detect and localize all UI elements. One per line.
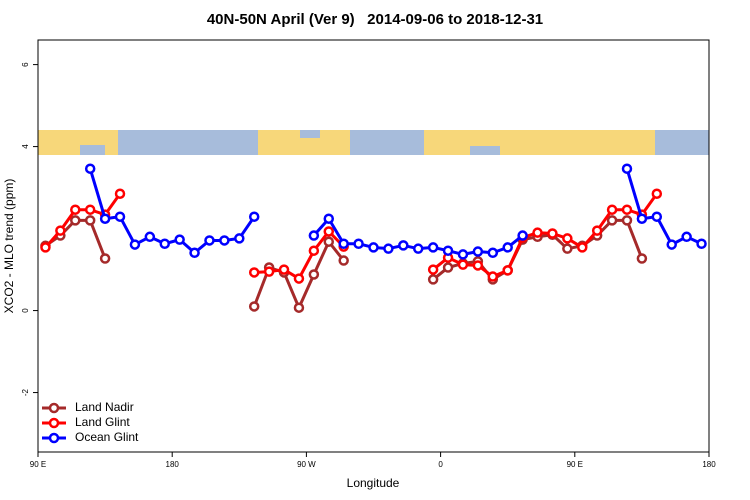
map-strip [38,130,709,155]
data-point [368,242,379,253]
data-point [189,247,200,259]
x-tick-label: 90 E [567,460,583,469]
data-point [248,301,260,312]
chart-title: 40N-50N April (Ver 9) 2014-09-06 to 2018… [207,11,543,28]
data-point [442,245,454,256]
data-point [248,211,260,222]
legend-label: Land Glint [75,415,130,429]
data-point [427,274,439,285]
data-point [621,204,633,215]
x-tick-label: 180 [166,460,180,469]
data-point [308,245,320,256]
data-point [55,225,66,236]
legend-label: Land Nadir [75,400,134,414]
data-point [234,233,245,244]
data-point [472,246,484,257]
data-point [487,271,499,282]
y-axis-label: XCO2 - MLO trend (ppm) [2,179,16,314]
data-point [293,302,305,313]
data-point [398,240,409,251]
data-point [547,228,558,239]
data-point [99,253,111,264]
data-point [308,230,320,241]
data-point [174,234,185,245]
data-point [114,188,126,199]
data-point [40,242,51,253]
data-point [263,266,275,277]
data-point [159,238,170,249]
data-point [427,264,439,275]
data-point [99,213,111,224]
y-tick-label: 4 [21,144,30,149]
data-point [606,215,618,226]
data-point [84,163,96,174]
x-tick-label: 0 [438,460,443,469]
data-point [487,247,499,259]
x-tick-label: 90 E [30,460,46,469]
data-point [517,230,528,241]
data-point [621,215,633,226]
data-point [681,231,692,243]
data-point [591,225,603,236]
data-point [606,204,618,215]
data-point [651,188,663,199]
x-tick-label: 90 W [297,460,316,469]
data-point [353,238,364,249]
data-point [323,236,335,247]
data-point [562,233,573,244]
data-point [621,163,633,174]
data-point [502,242,513,253]
y-tick-label: 6 [21,62,30,67]
data-point [502,265,513,276]
data-point [129,239,141,250]
data-point [457,249,469,260]
data-point [636,253,648,264]
data-point [84,204,96,215]
legend-marker [48,432,60,444]
data-point [412,243,424,254]
data-point [323,226,335,237]
data-point [651,211,663,222]
data-point [114,211,126,222]
data-point [577,242,588,253]
data-point [293,273,305,284]
data-point [562,243,573,254]
x-tick-label: 180 [702,460,716,469]
data-point [532,227,543,238]
data-point [204,235,215,246]
data-point [442,262,454,273]
data-point [144,231,156,243]
data-point [84,215,96,226]
data-point [308,269,320,280]
y-tick-label: 0 [21,308,30,313]
data-point [219,235,230,246]
data-point [457,259,469,270]
data-point [338,238,349,249]
legend-marker [48,417,60,429]
x-axis-label: Longitude [347,476,400,490]
legend-label: Ocean Glint [75,430,139,444]
y-tick-label: -2 [21,388,30,396]
data-point [248,267,260,278]
data-point [696,238,707,249]
data-point [427,242,439,253]
data-point [338,255,349,266]
data-point [323,213,335,224]
data-point [70,215,81,226]
plot-frame [37,39,710,453]
legend-marker [48,402,60,414]
data-point [70,204,81,215]
data-point [278,264,290,275]
data-point [472,260,484,271]
data-point [666,239,677,250]
data-point [636,213,648,224]
data-point [383,243,394,254]
